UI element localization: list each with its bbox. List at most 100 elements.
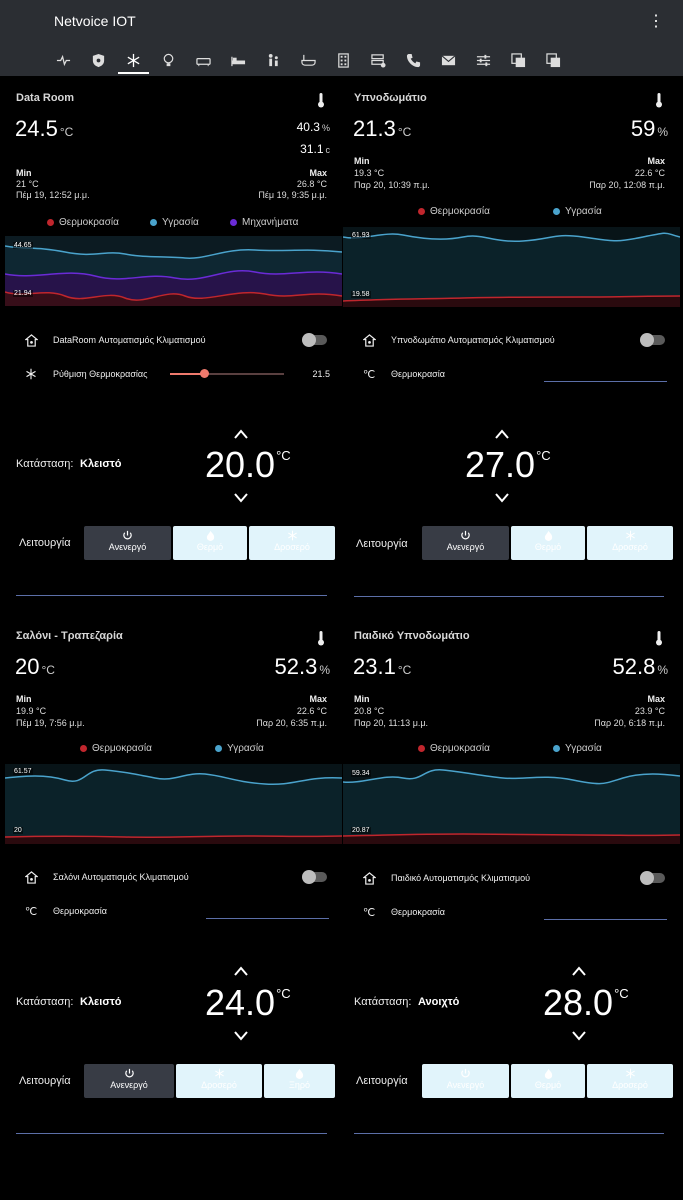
chevron-up-icon[interactable]: [571, 965, 587, 977]
mode-cool-button[interactable]: Δροσερό: [176, 1064, 262, 1098]
card-living-room: Σαλόνι - Τραπεζαρία 20 °C 52.3% Min 19.9 …: [5, 614, 342, 1154]
chevron-up-icon[interactable]: [233, 428, 249, 440]
legend-humidity[interactable]: Υγρασία: [553, 741, 602, 755]
mode-cool-button[interactable]: Δροσερό: [587, 526, 673, 560]
snowflake-icon: [287, 530, 297, 541]
tab-phone[interactable]: [396, 44, 431, 76]
chevron-down-icon[interactable]: [233, 492, 249, 504]
tab-copy[interactable]: [501, 44, 536, 76]
temperature-input[interactable]: [206, 918, 329, 919]
mode-heat-button[interactable]: Θερμό: [173, 526, 247, 560]
tab-bedroom[interactable]: [221, 44, 256, 76]
card-data-room: Data Room 24.5 °C 40.3% 31.1 c Min 21 °C Π…: [5, 76, 342, 613]
temperature-input[interactable]: [544, 919, 667, 920]
mode-off-button[interactable]: Ανενεργό: [84, 1064, 174, 1098]
card-kids-room: Παιδικό Υπνοδωμάτιο 23.1 °C 52.8% Min 20.…: [343, 614, 680, 1154]
temperature-input-label: Θερμοκρασία: [391, 907, 445, 917]
legend-temperature[interactable]: Θερμοκρασία: [80, 741, 152, 755]
automation-toggle[interactable]: [640, 333, 665, 347]
automation-toggle[interactable]: [302, 870, 327, 884]
temperature-input[interactable]: [544, 381, 667, 382]
state-label: Κατάσταση:: [16, 458, 74, 470]
chart-max-label: 59.34: [351, 770, 371, 777]
tab-server[interactable]: [361, 44, 396, 76]
tab-security[interactable]: [81, 44, 116, 76]
chart-min-label: 21.94: [13, 290, 33, 297]
automation-label: Υπνοδωμάτιο Αυτοματισμός Κλιματισμού: [391, 335, 555, 345]
tab-kids[interactable]: [256, 44, 291, 76]
chevron-down-icon[interactable]: [233, 1030, 249, 1042]
tab-living[interactable]: [186, 44, 221, 76]
tab-bath[interactable]: [291, 44, 326, 76]
mode-off-button[interactable]: Ανενεργό: [422, 526, 509, 560]
mail-icon: [441, 54, 456, 65]
snowflake-icon: [214, 1068, 224, 1079]
setpoint-slider[interactable]: [170, 369, 284, 378]
divider-line: [354, 596, 664, 597]
legend-temperature[interactable]: Θερμοκρασία: [47, 215, 119, 229]
more-menu-icon[interactable]: ⋮: [648, 13, 664, 30]
chevron-up-icon[interactable]: [233, 965, 249, 977]
mode-heat-button[interactable]: Θερμό: [511, 526, 585, 560]
temperature-input-label: Θερμοκρασία: [391, 369, 445, 379]
mode-off-button[interactable]: Ανενεργό: [84, 526, 171, 560]
legend-machines[interactable]: Μηχανήματα: [230, 215, 298, 229]
celsius-icon: ℃: [362, 368, 376, 381]
chevron-down-icon[interactable]: [494, 492, 510, 504]
automation-toggle[interactable]: [302, 333, 327, 347]
min-value: 20.8 °C: [354, 706, 385, 716]
slider-knob[interactable]: [200, 369, 210, 378]
max-time: Παρ 20, 12:08 π.μ.: [589, 180, 665, 190]
min-label: Min: [354, 156, 370, 166]
min-value: 19.9 °C: [16, 706, 47, 716]
home-auto-icon: [24, 333, 38, 347]
legend-humidity[interactable]: Υγρασία: [215, 741, 264, 755]
chevron-down-icon[interactable]: [571, 1030, 587, 1042]
setpoint-row: Ρύθμιση Θερμοκρασίας 21.5: [5, 363, 342, 387]
chart-min-label: 19.58: [351, 291, 371, 298]
temperature-input-label: Θερμοκρασία: [53, 906, 107, 916]
automation-toggle[interactable]: [640, 871, 665, 885]
mode-off-button[interactable]: Ανενεργό: [422, 1064, 509, 1098]
target-temperature: 28.0°C: [543, 982, 629, 1023]
mode-heat-button[interactable]: Θερμό: [511, 1064, 585, 1098]
tab-building[interactable]: [326, 44, 361, 76]
state-value: Ανοιχτό: [418, 996, 460, 1008]
humidity-value: 59%: [630, 116, 668, 141]
mode-cool-button[interactable]: Δροσερό: [587, 1064, 673, 1098]
thermometer-icon: [318, 631, 324, 646]
max-label: Max: [647, 156, 665, 166]
mode-cool-button[interactable]: Δροσερό: [249, 526, 335, 560]
automation-row: Υπνοδωμάτιο Αυτοματισμός Κλιματισμού: [343, 329, 680, 353]
tab-settings[interactable]: [466, 44, 501, 76]
legend-humidity[interactable]: Υγρασία: [150, 215, 199, 229]
current-temperature: 24.5 °C: [15, 116, 74, 141]
bulb-icon: [163, 53, 174, 66]
view-tabs: [46, 44, 571, 76]
celsius-icon: ℃: [362, 906, 376, 919]
flame-icon: [544, 1068, 552, 1079]
tab-pulse[interactable]: [46, 44, 81, 76]
history-chart: [5, 764, 342, 844]
min-label: Min: [16, 168, 32, 178]
tab-climate[interactable]: [116, 44, 151, 76]
mode-dry-button[interactable]: Ξηρό: [264, 1064, 335, 1098]
legend-humidity[interactable]: Υγρασία: [553, 204, 602, 218]
history-chart: [343, 227, 680, 307]
divider-line: [354, 1133, 664, 1134]
legend-temperature[interactable]: Θερμοκρασία: [418, 741, 490, 755]
max-time: Πέμ 19, 9:35 μ.μ.: [258, 190, 327, 200]
min-time: Παρ 20, 10:39 π.μ.: [354, 180, 430, 190]
tab-mail[interactable]: [431, 44, 466, 76]
tab-lights[interactable]: [151, 44, 186, 76]
legend-temperature[interactable]: Θερμοκρασία: [418, 204, 490, 218]
snowflake-icon: [625, 1068, 635, 1079]
chevron-up-icon[interactable]: [494, 428, 510, 440]
current-temperature: 21.3 °C: [353, 116, 412, 141]
power-icon: [123, 530, 132, 540]
power-icon: [461, 1068, 470, 1078]
secondary-value: 31.1 c: [300, 142, 330, 156]
history-chart: [5, 236, 342, 306]
tab-copy2[interactable]: [536, 44, 571, 76]
max-label: Max: [309, 694, 327, 704]
